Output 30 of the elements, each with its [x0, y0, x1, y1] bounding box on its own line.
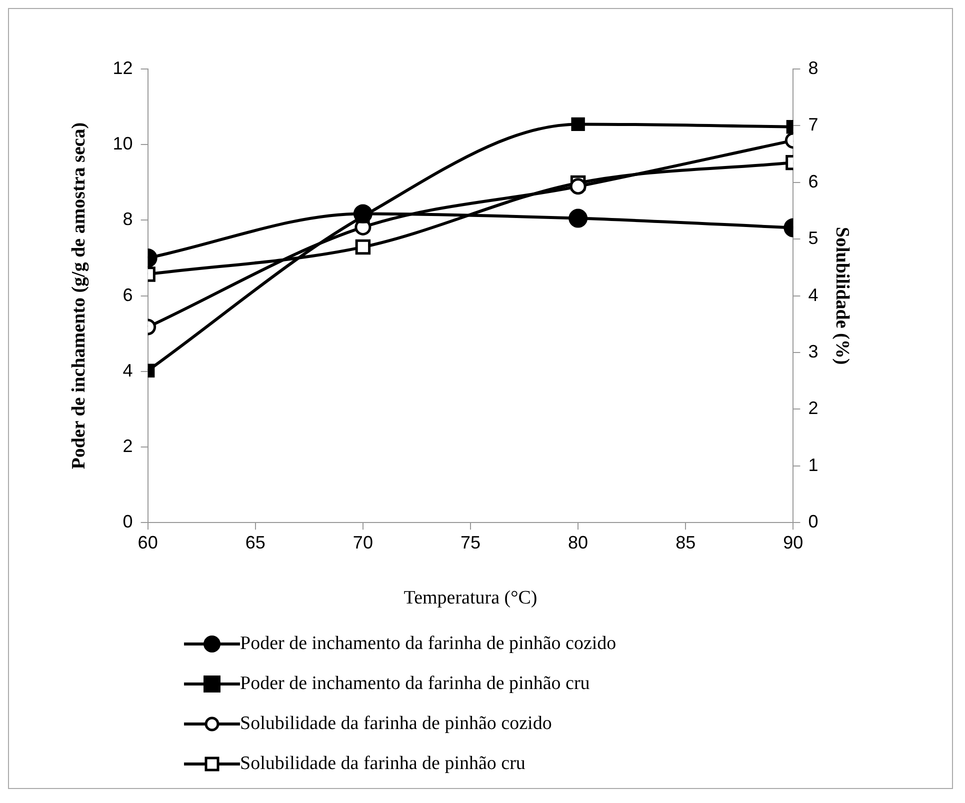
y-tick-label: 10 [112, 134, 133, 154]
y2-tick-label: 6 [808, 171, 818, 192]
y2-tick-label: 8 [808, 58, 818, 78]
x-axis-title: Temperatura (°C) [404, 588, 538, 609]
x-tick-label: 70 [352, 532, 373, 552]
y-tick-label: 12 [112, 58, 133, 78]
y-tick-label: 2 [122, 436, 133, 456]
legend-label: Solubilidade da farinha de pinhão cru [240, 753, 526, 775]
y-tick-label: 6 [122, 284, 133, 305]
y-tick-label: 8 [122, 209, 133, 230]
x-tick-label: 65 [245, 532, 266, 552]
x-tick-label: 80 [568, 532, 588, 552]
y2-tick-label: 5 [808, 228, 818, 248]
x-tick-label: 75 [460, 532, 481, 552]
y2-tick-label: 7 [808, 114, 818, 135]
x-tick-label: 60 [138, 532, 158, 552]
y-tick-label: 0 [122, 512, 133, 532]
y-axis-title: Poder de inchamento (g/g de amostra seca) [68, 122, 90, 470]
x-tick-label: 90 [783, 532, 804, 552]
legend-label: Poder de inchamento da farinha de pinhão cozido [240, 633, 616, 655]
x-tick-label: 85 [676, 532, 696, 552]
legend-label: Solubilidade da farinha de pinhão cozido [240, 713, 552, 735]
y2-tick-label: 4 [808, 284, 818, 305]
y2-tick-label: 2 [808, 398, 818, 418]
y-tick-label: 4 [122, 360, 133, 380]
y2-tick-label: 0 [808, 512, 818, 532]
y2-axis-title: Solubilidade (%) [832, 226, 853, 365]
y2-tick-label: 3 [808, 341, 818, 362]
y2-tick-label: 1 [808, 454, 818, 475]
legend-label: Poder de inchamento da farinha de pinhão cru [240, 673, 590, 695]
